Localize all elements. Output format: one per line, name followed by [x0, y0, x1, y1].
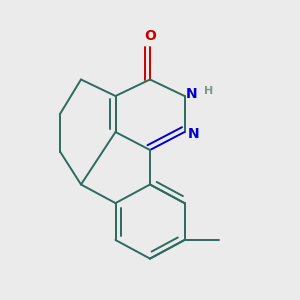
Text: O: O: [144, 29, 156, 43]
Text: N: N: [188, 127, 200, 140]
Text: N: N: [186, 87, 198, 100]
Text: H: H: [204, 85, 213, 96]
